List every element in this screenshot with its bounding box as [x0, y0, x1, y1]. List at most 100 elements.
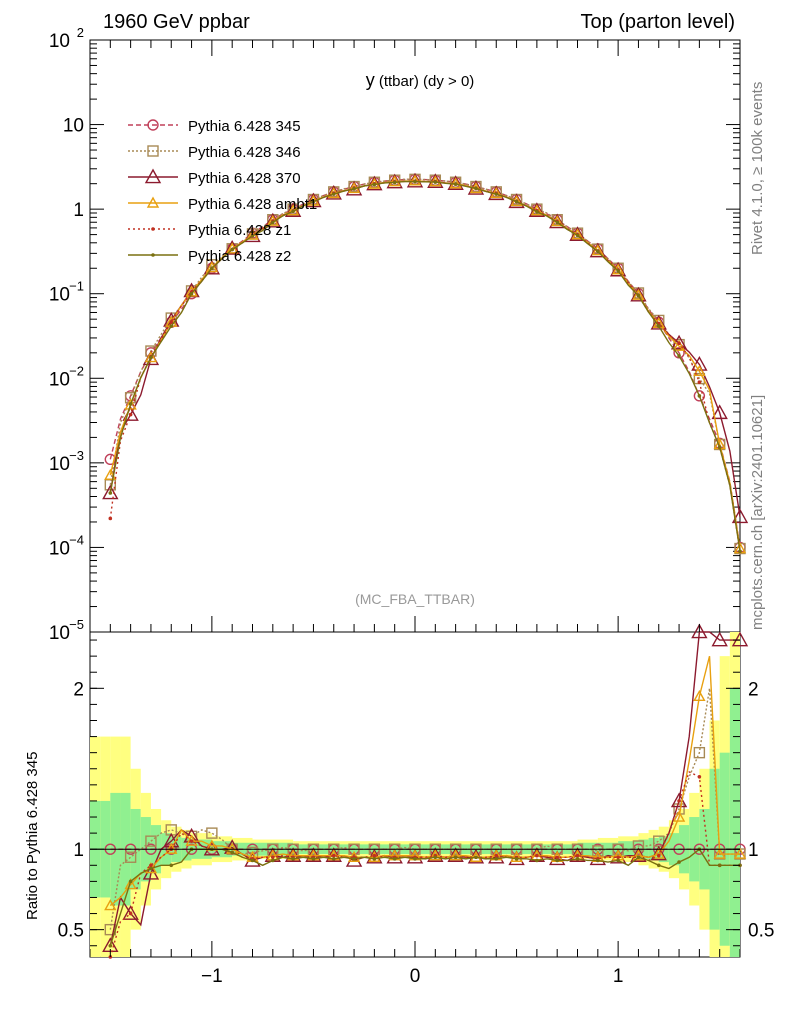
main-series-marker: [474, 186, 478, 191]
legend-label: Pythia 6.428 346: [188, 144, 301, 161]
main-series-marker: [144, 351, 158, 363]
legend-label: Pythia 6.428 ambt1: [188, 196, 317, 213]
legend-marker: [147, 119, 159, 131]
ratio-series-marker: [352, 857, 356, 861]
main-plot: y (ttbar) (dy > 0) (MC_FBA_TTBAR) 10 2 10 1…: [49, 25, 749, 644]
ratio-series-marker: [510, 850, 523, 862]
ratio-series-marker: [616, 858, 620, 863]
ratio-series-marker: [124, 851, 137, 863]
ratio-series-marker: [104, 899, 117, 911]
main-series-marker: [609, 261, 627, 277]
main-series-marker: [108, 491, 113, 495]
analysis-label: (MC_FBA_TTBAR): [355, 591, 475, 607]
y-tick-label: 1: [73, 200, 84, 221]
main-series-marker: [108, 516, 113, 521]
ratio-series-lines: [102, 623, 749, 959]
ratio-series-marker: [677, 860, 681, 864]
legend-label: Pythia 6.428 370: [188, 170, 301, 187]
main-series-marker: [352, 187, 356, 191]
ratio-plot-frame: [89, 631, 741, 958]
main-series-marker: [413, 179, 417, 184]
legend-marker: [147, 145, 159, 157]
header-right: Top (parton level): [580, 11, 735, 33]
ratio-series-marker: [163, 832, 180, 848]
ratio-series-marker: [331, 857, 336, 861]
plot-title: y (ttbar) (dy > 0): [366, 70, 475, 90]
legend-marker: [151, 227, 155, 231]
main-series-marker: [392, 180, 397, 185]
ratio-series-marker: [514, 857, 519, 861]
ratio-series-marker: [711, 631, 728, 647]
ratio-series-marker: [697, 775, 702, 779]
header-left: 1960 GeV ppbar: [103, 11, 250, 33]
ratio-series-marker: [271, 855, 275, 860]
ratio-series-marker: [149, 863, 153, 868]
ratio-series-marker: [122, 905, 139, 920]
main-series-marker: [514, 199, 519, 204]
ratio-series-marker: [672, 810, 686, 822]
main-series-marker: [616, 269, 620, 273]
ratio-series-marker: [575, 853, 580, 858]
y-tick-label: 10: [63, 116, 84, 137]
main-series-marker: [372, 182, 377, 187]
main-series-marker: [693, 390, 706, 402]
y-tick-label: 10: [49, 538, 70, 559]
ratio-series-marker: [206, 827, 218, 839]
ratio-series-line: [109, 688, 740, 930]
main-series-marker: [453, 182, 458, 186]
ratio-series-marker: [693, 746, 706, 759]
y-tick-label: 10: [49, 623, 70, 644]
main-series-marker: [711, 404, 728, 420]
ratio-series-marker: [636, 855, 641, 860]
main-series-marker: [128, 402, 133, 406]
ratio-series-marker: [392, 857, 397, 861]
ratio-series-marker: [733, 847, 747, 859]
main-series-marker: [717, 445, 722, 450]
ratio-series-marker: [693, 689, 706, 702]
x-tick-label: 0: [410, 966, 421, 987]
y-tick-label: 10: [49, 454, 70, 475]
main-series-marker: [630, 286, 647, 302]
main-series-line: [109, 180, 741, 552]
plot-title-main: y: [366, 70, 375, 90]
ratio-series-marker: [656, 853, 661, 858]
ratio-series-marker: [413, 857, 417, 861]
legend: Pythia 6.428 345 Pythia 6.428 346 Pythia 6…: [128, 118, 317, 265]
legend-marker: [151, 253, 155, 257]
ratio-tick-label: 1: [73, 840, 84, 861]
ratio-series-line: [109, 631, 740, 946]
ratio-series-marker: [656, 863, 661, 868]
y-tick-exponent: −5: [69, 617, 84, 632]
main-series-marker: [250, 234, 255, 238]
ratio-series-marker: [630, 847, 647, 862]
ratio-series-marker: [429, 849, 442, 861]
ratio-tick-label-right: 2: [748, 679, 759, 700]
ratio-series-marker: [731, 631, 749, 647]
ratio-ylabel: Ratio to Pythia 6.428 345: [24, 752, 41, 920]
ratio-series-marker: [469, 850, 483, 862]
y-tick-exponent: −3: [69, 448, 84, 463]
main-series-marker: [169, 324, 174, 328]
ratio-series-marker: [331, 853, 336, 858]
ratio-series-marker: [652, 847, 665, 859]
main-series-lines: [102, 172, 749, 555]
ratio-series-marker: [494, 857, 499, 861]
main-series-marker: [408, 174, 422, 186]
main-series-marker: [311, 199, 316, 204]
main-series-marker: [677, 354, 681, 358]
ratio-series-marker: [185, 834, 198, 846]
main-series-marker: [575, 233, 580, 238]
main-series-marker: [271, 220, 275, 225]
y-tick-label: 10: [49, 285, 70, 306]
ratio-series-marker: [372, 853, 377, 858]
ratio-series-marker: [311, 857, 316, 861]
main-series-marker: [331, 192, 336, 196]
ratio-series-marker: [650, 845, 667, 861]
main-series-marker: [672, 339, 686, 351]
legend-marker: [144, 168, 162, 184]
main-series-marker: [596, 249, 600, 254]
ratio-series-marker: [271, 858, 275, 863]
ratio-series-marker: [128, 911, 133, 916]
ratio-series-marker: [596, 858, 600, 863]
